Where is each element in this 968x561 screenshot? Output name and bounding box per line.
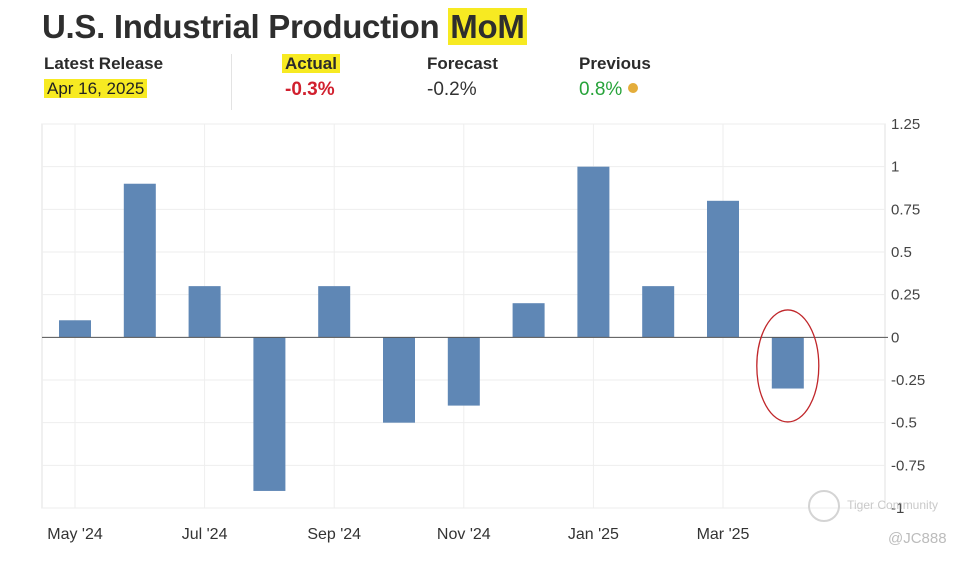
y-tick-label: -0.75 bbox=[891, 457, 925, 474]
y-tick-label: 1 bbox=[891, 159, 899, 176]
y-tick-label: -1 bbox=[891, 500, 904, 517]
x-tick-label: Nov '24 bbox=[437, 526, 491, 543]
watermark-brand: Tiger Community bbox=[847, 498, 939, 513]
x-tick-label: May '24 bbox=[47, 526, 103, 543]
header-divider bbox=[231, 54, 232, 110]
bar-dec-24 bbox=[512, 303, 545, 338]
highlight-circle bbox=[756, 309, 820, 423]
bar-mar-25 bbox=[707, 200, 739, 338]
y-tick-label: 0.75 bbox=[891, 201, 920, 218]
x-tick-label: Jul '24 bbox=[182, 526, 228, 543]
forecast-label: Forecast bbox=[427, 54, 498, 73]
x-tick-label: Sep '24 bbox=[307, 526, 361, 543]
actual-value: -0.3% bbox=[285, 79, 335, 100]
tiger-logo-icon bbox=[808, 490, 840, 522]
y-tick-label: 1.25 bbox=[891, 116, 920, 133]
bar-aug-24 bbox=[253, 337, 286, 491]
latest-release-label: Latest Release bbox=[44, 54, 164, 73]
bar-feb-25 bbox=[642, 286, 675, 338]
bar-apr-25 bbox=[771, 337, 804, 389]
actual-block: Actual -0.3% bbox=[282, 54, 340, 101]
x-tick-label: Mar '25 bbox=[697, 526, 750, 543]
bar-jan-25 bbox=[577, 166, 610, 338]
y-tick-label: -0.5 bbox=[891, 415, 917, 432]
previous-label: Previous bbox=[579, 54, 651, 73]
y-tick-label: 0 bbox=[891, 329, 899, 346]
x-tick-label: Jan '25 bbox=[568, 526, 619, 543]
revision-dot-icon bbox=[628, 83, 639, 93]
forecast-block: Forecast -0.2% bbox=[427, 54, 498, 101]
y-tick-label: 0.5 bbox=[891, 244, 912, 261]
actual-label: Actual bbox=[282, 54, 340, 73]
y-tick-label: 0.25 bbox=[891, 287, 920, 304]
bar-oct-24 bbox=[383, 337, 415, 423]
bar-jul-24 bbox=[188, 286, 221, 338]
title-highlight: MoM bbox=[448, 8, 527, 45]
chart-title: U.S. Industrial Production MoM bbox=[42, 8, 527, 46]
bar-sep-24 bbox=[318, 286, 351, 338]
previous-value: 0.8% bbox=[579, 79, 623, 100]
latest-release-block: Latest Release Apr 16, 2025 bbox=[44, 54, 163, 99]
y-tick-label: -0.25 bbox=[891, 372, 925, 389]
bar-may-24 bbox=[59, 320, 91, 338]
title-main: U.S. Industrial Production bbox=[42, 8, 440, 45]
previous-block: Previous 0.8% bbox=[579, 54, 651, 101]
watermark: Tiger Community @JC888 bbox=[808, 490, 947, 547]
latest-release-value: Apr 16, 2025 bbox=[44, 79, 148, 98]
bar-nov-24 bbox=[447, 337, 480, 406]
forecast-value: -0.2% bbox=[427, 79, 477, 100]
bar-jun-24 bbox=[123, 183, 156, 338]
watermark-handle: @JC888 bbox=[888, 530, 947, 547]
